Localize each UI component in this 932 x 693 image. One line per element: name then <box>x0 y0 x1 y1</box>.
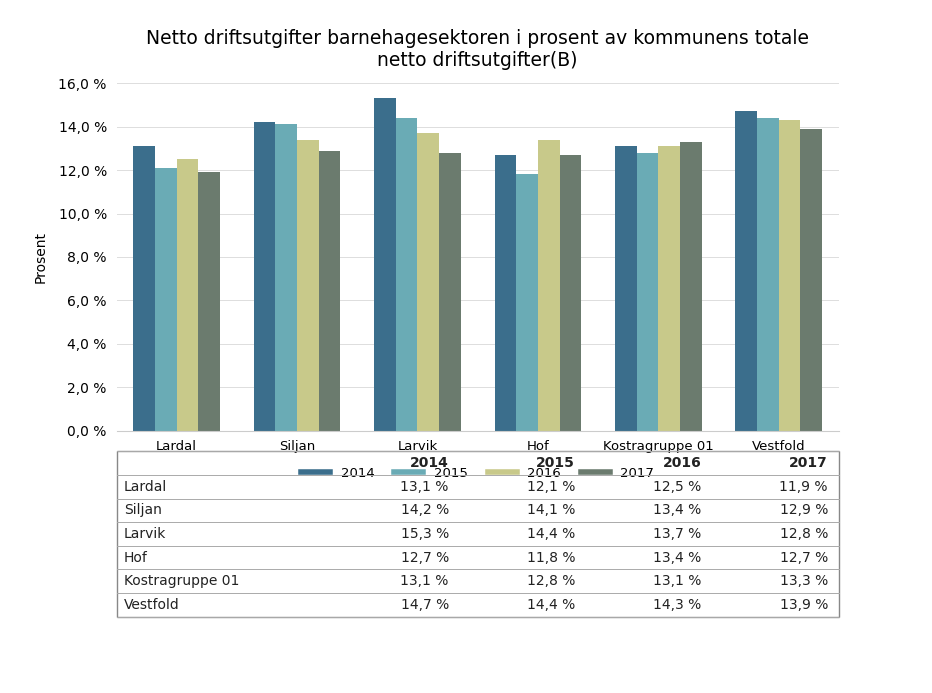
Text: 11,9 %: 11,9 % <box>779 480 828 493</box>
Text: 15,3 %: 15,3 % <box>401 527 449 541</box>
Bar <box>658 146 680 431</box>
Text: Lardal: Lardal <box>124 480 167 493</box>
Text: 14,4 %: 14,4 % <box>527 598 575 612</box>
Bar <box>538 140 559 431</box>
Bar <box>680 142 702 431</box>
Bar <box>637 152 658 431</box>
Bar <box>177 159 199 431</box>
Bar <box>276 125 297 431</box>
Text: 13,1 %: 13,1 % <box>653 574 702 588</box>
Bar <box>735 112 757 431</box>
Bar <box>439 152 460 431</box>
Y-axis label: Prosent: Prosent <box>34 231 48 283</box>
Text: 13,4 %: 13,4 % <box>653 551 702 565</box>
Bar <box>757 118 778 431</box>
Bar <box>418 133 439 431</box>
Legend: 2014, 2015, 2016, 2017: 2014, 2015, 2016, 2017 <box>295 462 660 486</box>
Text: Kostragruppe 01: Kostragruppe 01 <box>124 574 240 588</box>
Text: 13,3 %: 13,3 % <box>780 574 828 588</box>
Text: 13,7 %: 13,7 % <box>653 527 702 541</box>
Title: Netto driftsutgifter barnehagesektoren i prosent av kommunens totale
netto drift: Netto driftsutgifter barnehagesektoren i… <box>146 30 809 71</box>
Text: 12,8 %: 12,8 % <box>527 574 575 588</box>
Bar <box>199 173 220 431</box>
Text: 13,4 %: 13,4 % <box>653 503 702 518</box>
Bar <box>319 150 340 431</box>
Bar <box>254 122 276 431</box>
Text: Siljan: Siljan <box>124 503 161 518</box>
Text: 11,8 %: 11,8 % <box>527 551 575 565</box>
Bar <box>495 155 516 431</box>
Text: 2017: 2017 <box>789 456 828 470</box>
Text: 14,3 %: 14,3 % <box>653 598 702 612</box>
Text: 12,8 %: 12,8 % <box>779 527 828 541</box>
Bar <box>516 175 538 431</box>
Text: 14,2 %: 14,2 % <box>401 503 449 518</box>
Text: Hof: Hof <box>124 551 147 565</box>
Bar <box>374 98 396 431</box>
Bar <box>801 129 822 431</box>
Bar <box>559 155 582 431</box>
Text: 12,5 %: 12,5 % <box>653 480 702 493</box>
Bar <box>615 146 637 431</box>
Bar <box>778 120 801 431</box>
Text: Larvik: Larvik <box>124 527 166 541</box>
Text: Vestfold: Vestfold <box>124 598 180 612</box>
Bar <box>297 140 319 431</box>
Bar <box>133 146 155 431</box>
Text: 12,7 %: 12,7 % <box>780 551 828 565</box>
Text: 12,1 %: 12,1 % <box>527 480 575 493</box>
Bar <box>396 118 418 431</box>
Text: 2014: 2014 <box>410 456 449 470</box>
Text: 14,7 %: 14,7 % <box>401 598 449 612</box>
Text: 13,1 %: 13,1 % <box>401 480 449 493</box>
Text: 13,1 %: 13,1 % <box>401 574 449 588</box>
Text: 12,9 %: 12,9 % <box>779 503 828 518</box>
Text: 12,7 %: 12,7 % <box>401 551 449 565</box>
Text: 2016: 2016 <box>663 456 702 470</box>
Text: 14,1 %: 14,1 % <box>527 503 575 518</box>
Text: 13,9 %: 13,9 % <box>779 598 828 612</box>
Bar <box>155 168 177 431</box>
Text: 14,4 %: 14,4 % <box>527 527 575 541</box>
Text: 2015: 2015 <box>536 456 575 470</box>
